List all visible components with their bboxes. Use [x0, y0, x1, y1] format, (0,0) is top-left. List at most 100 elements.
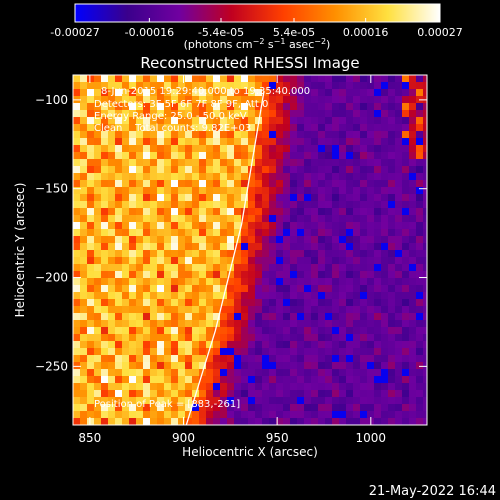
heatmap-cell: [269, 362, 277, 370]
heatmap-cell: [185, 75, 193, 83]
heatmap-cell: [248, 208, 256, 216]
heatmap-cell: [416, 222, 424, 230]
heatmap-cell: [318, 173, 326, 181]
heatmap-cell: [80, 89, 88, 97]
heatmap-cell: [213, 229, 221, 237]
heatmap-cell: [311, 264, 319, 272]
heatmap-cell: [318, 278, 326, 286]
heatmap-cell: [360, 152, 368, 160]
heatmap-cell: [234, 376, 242, 384]
heatmap-cell: [192, 173, 200, 181]
heatmap-cell: [339, 110, 347, 118]
heatmap-cell: [297, 334, 305, 342]
heatmap-cell: [248, 355, 256, 363]
heatmap-cell: [269, 355, 277, 363]
heatmap-cell: [374, 257, 382, 265]
heatmap-cell: [276, 82, 284, 90]
heatmap-cell: [374, 355, 382, 363]
heatmap-cell: [157, 187, 165, 195]
heatmap-cell: [381, 117, 389, 125]
heatmap-cell: [157, 201, 165, 209]
heatmap-cell: [192, 75, 200, 83]
heatmap-cell: [318, 180, 326, 188]
heatmap-cell: [409, 236, 417, 244]
heatmap-cell: [157, 75, 165, 83]
heatmap-cell: [318, 341, 326, 349]
heatmap-cell: [346, 124, 354, 132]
heatmap-cell: [206, 82, 214, 90]
heatmap-cell: [108, 383, 116, 391]
heatmap-cell: [115, 89, 123, 97]
heatmap-cell: [297, 411, 305, 419]
heatmap-cell: [374, 362, 382, 370]
heatmap-cell: [192, 327, 200, 335]
heatmap-cell: [262, 299, 270, 307]
heatmap-cell: [157, 278, 165, 286]
heatmap-cell: [157, 229, 165, 237]
heatmap-cell: [220, 348, 228, 356]
heatmap-cell: [423, 285, 427, 293]
heatmap-cell: [178, 222, 186, 230]
heatmap-cell: [290, 285, 298, 293]
heatmap-cell: [416, 138, 424, 146]
heatmap-cell: [374, 236, 382, 244]
heatmap-cell: [234, 390, 242, 398]
heatmap-cell: [262, 264, 270, 272]
heatmap-cell: [395, 306, 403, 314]
heatmap-cell: [136, 341, 144, 349]
heatmap-cell: [409, 201, 417, 209]
heatmap-cell: [213, 201, 221, 209]
heatmap-cell: [234, 299, 242, 307]
heatmap-cell: [290, 390, 298, 398]
heatmap-cell: [290, 166, 298, 174]
heatmap-cell: [171, 250, 179, 258]
heatmap-cell: [269, 75, 277, 83]
heatmap-cell: [171, 110, 179, 118]
colorbar-tick-label: -5.4e-05: [198, 26, 244, 39]
heatmap-cell: [129, 117, 137, 125]
heatmap-cell: [423, 383, 427, 391]
heatmap-cell: [332, 159, 340, 167]
heatmap-cell: [367, 194, 375, 202]
heatmap-cell: [234, 215, 242, 223]
heatmap-cell: [101, 166, 109, 174]
heatmap-cell: [178, 229, 186, 237]
heatmap-cell: [269, 187, 277, 195]
heatmap-cell: [199, 89, 207, 97]
heatmap-cell: [192, 355, 200, 363]
heatmap-cell: [171, 320, 179, 328]
heatmap-cell: [409, 285, 417, 293]
heatmap-cell: [171, 166, 179, 174]
heatmap-cell: [409, 152, 417, 160]
heatmap-cell: [178, 89, 186, 97]
heatmap-cell: [220, 327, 228, 335]
heatmap-cell: [171, 362, 179, 370]
heatmap-cell: [255, 173, 263, 181]
heatmap-cell: [318, 397, 326, 405]
heatmap-cell: [241, 327, 249, 335]
heatmap-cell: [234, 362, 242, 370]
heatmap-cell: [115, 376, 123, 384]
heatmap-cell: [255, 103, 263, 111]
heatmap-cell: [220, 215, 228, 223]
heatmap-cell: [339, 313, 347, 321]
heatmap-cell: [87, 138, 95, 146]
heatmap-cell: [234, 250, 242, 258]
heatmap-cell: [241, 96, 249, 104]
heatmap-cell: [87, 208, 95, 216]
colorbar-tick-label: 0.00016: [343, 26, 389, 39]
heatmap-cell: [311, 320, 319, 328]
heatmap-cell: [283, 264, 291, 272]
heatmap-cell: [423, 229, 427, 237]
heatmap-cell: [304, 236, 312, 244]
heatmap-cell: [164, 397, 172, 405]
heatmap-cell: [206, 159, 214, 167]
heatmap-cell: [332, 313, 340, 321]
heatmap-cell: [206, 166, 214, 174]
heatmap-cell: [381, 348, 389, 356]
heatmap-cell: [360, 201, 368, 209]
heatmap-cell: [269, 278, 277, 286]
heatmap-cell: [199, 222, 207, 230]
heatmap-cell: [164, 299, 172, 307]
heatmap-cell: [388, 117, 396, 125]
